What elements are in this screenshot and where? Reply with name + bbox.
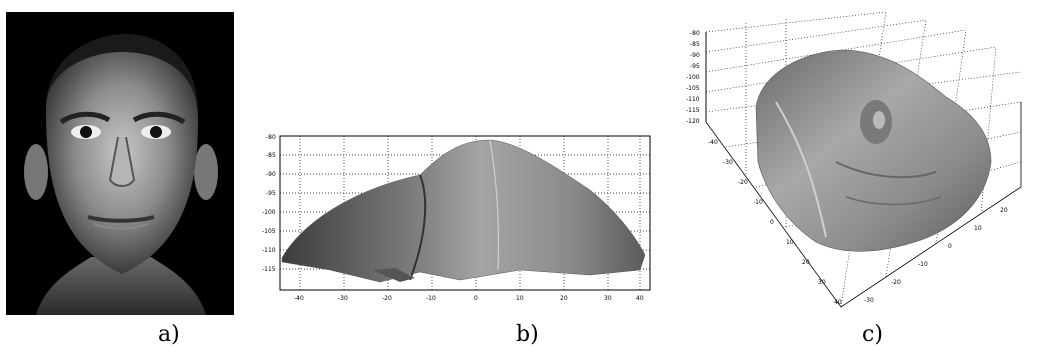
z-tick: -115 xyxy=(686,107,700,114)
y-tick: -40 xyxy=(708,139,718,146)
x-tick: 10 xyxy=(516,295,524,302)
caption-a: a) xyxy=(158,322,180,347)
z-tick: -85 xyxy=(690,41,700,48)
z-tick: -120 xyxy=(686,118,700,125)
x-tick: -30 xyxy=(338,295,348,302)
y-tick: -30 xyxy=(723,159,733,166)
y-tick: -90 xyxy=(266,171,276,178)
y-tick: 10 xyxy=(786,239,794,246)
z-tick: -105 xyxy=(686,85,700,92)
x-tick: 0 xyxy=(948,243,952,250)
face-photo xyxy=(6,12,234,315)
y-tick: -80 xyxy=(266,134,276,141)
surface-plot-oblique-view: -80 -85 -90 -95 -100 -105 -110 -115 -120… xyxy=(686,12,1036,322)
y-tick: -10 xyxy=(753,199,763,206)
y-tick: -95 xyxy=(266,190,276,197)
x-tick: 40 xyxy=(636,295,644,302)
z-tick: -100 xyxy=(686,74,700,81)
x-tick: 10 xyxy=(974,225,982,232)
x-tick: -20 xyxy=(382,295,392,302)
x-tick: -10 xyxy=(426,295,436,302)
z-tick: -110 xyxy=(686,96,700,103)
y-tick: 30 xyxy=(818,279,826,286)
z-tick: -80 xyxy=(690,30,700,37)
x-tick: 0 xyxy=(474,295,478,302)
z-tick: -90 xyxy=(690,52,700,59)
z-tick: -95 xyxy=(690,63,700,70)
y-tick: -110 xyxy=(262,247,276,254)
x-tick: -20 xyxy=(891,279,901,286)
y-tick: -20 xyxy=(738,179,748,186)
y-tick: -115 xyxy=(262,266,276,273)
x-tick: 20 xyxy=(1000,207,1008,214)
y-tick: 40 xyxy=(834,299,842,306)
x-tick: -40 xyxy=(294,295,304,302)
x-tick: 20 xyxy=(560,295,568,302)
y-tick: 0 xyxy=(770,219,774,226)
y-tick: -105 xyxy=(262,228,276,235)
x-tick: -10 xyxy=(918,261,928,268)
caption-c: c) xyxy=(862,322,883,347)
y-tick: -85 xyxy=(266,152,276,159)
x-tick: 30 xyxy=(604,295,612,302)
caption-b: b) xyxy=(516,322,539,347)
y-tick: -100 xyxy=(262,209,276,216)
y-tick: 20 xyxy=(802,259,810,266)
x-tick: -30 xyxy=(864,297,874,304)
surface-plot-side-view: -80 -85 -90 -95 -100 -105 -110 -115 -40 … xyxy=(260,130,660,305)
